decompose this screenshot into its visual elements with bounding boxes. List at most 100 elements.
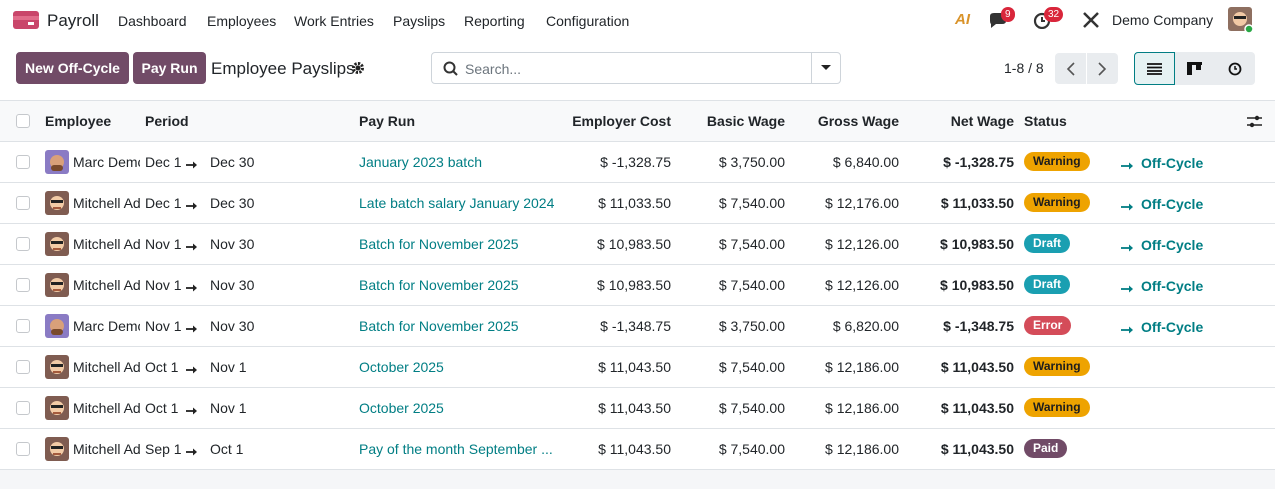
status-badge: Warning bbox=[1024, 193, 1090, 212]
basic-wage: $ 3,750.00 bbox=[718, 154, 785, 170]
period-arrow bbox=[186, 239, 198, 255]
menu-item[interactable]: Employees bbox=[207, 13, 277, 29]
payslip-row[interactable]: Mitchell Admin Nov 1 Nov 30 Batch for Novem… bbox=[0, 265, 1275, 306]
pay-run-link[interactable]: October 2025 bbox=[359, 359, 444, 375]
period-start: Dec 1 bbox=[145, 195, 182, 211]
pay-run-link[interactable]: Pay of the month September ... bbox=[359, 441, 553, 457]
pay-run-button[interactable]: Pay Run bbox=[133, 52, 206, 84]
employee-name: Mitchell Admin bbox=[73, 277, 140, 293]
employee-name: Marc Demo bbox=[73, 318, 140, 334]
period-start: Dec 1 bbox=[145, 154, 182, 170]
row-checkbox[interactable] bbox=[16, 401, 30, 415]
new-off-cycle-button[interactable]: New Off-Cycle bbox=[16, 52, 129, 84]
pager[interactable]: 1-8 / 8 bbox=[1004, 60, 1044, 76]
period-arrow bbox=[186, 444, 198, 460]
column-header[interactable]: Employer Cost bbox=[572, 113, 671, 129]
pay-run-link[interactable]: October 2025 bbox=[359, 400, 444, 416]
ai-button[interactable]: AI bbox=[955, 11, 970, 28]
off-cycle-button[interactable]: Off-Cycle bbox=[1141, 278, 1204, 294]
employer-cost: $ 11,033.50 bbox=[598, 195, 671, 211]
search-dropdown[interactable] bbox=[811, 53, 840, 83]
column-header[interactable]: Employee bbox=[45, 113, 112, 129]
gross-wage: $ 12,176.00 bbox=[825, 195, 899, 211]
net-wage: $ 11,043.50 bbox=[940, 359, 1014, 375]
off-cycle-button[interactable]: Off-Cycle bbox=[1141, 237, 1204, 253]
pager-previous[interactable] bbox=[1055, 53, 1086, 84]
menu-item[interactable]: Configuration bbox=[546, 13, 630, 29]
column-header[interactable]: Pay Run bbox=[359, 113, 416, 129]
select-all-checkbox[interactable] bbox=[16, 114, 30, 128]
employer-cost: $ 11,043.50 bbox=[598, 400, 671, 416]
basic-wage: $ 7,540.00 bbox=[718, 441, 785, 457]
employee-avatar bbox=[45, 396, 69, 423]
column-header[interactable]: Gross Wage bbox=[817, 113, 899, 129]
period-arrow bbox=[186, 157, 198, 173]
status-badge: Error bbox=[1024, 316, 1072, 335]
payslip-row[interactable]: Marc Demo Dec 1 Dec 30 January 2023 batch $ … bbox=[0, 142, 1275, 183]
messages-badge: 9 bbox=[1001, 7, 1015, 22]
list-view-button[interactable] bbox=[1134, 52, 1175, 85]
pay-run-link[interactable]: Batch for November 2025 bbox=[359, 236, 519, 252]
pager-next[interactable] bbox=[1087, 53, 1118, 84]
kanban-view-button[interactable] bbox=[1175, 52, 1215, 85]
app-name[interactable]: Payroll bbox=[47, 11, 99, 30]
row-checkbox[interactable] bbox=[16, 237, 30, 251]
status-badge: Warning bbox=[1024, 398, 1090, 417]
menu-item[interactable]: Dashboard bbox=[118, 13, 187, 29]
company-name[interactable]: Demo Company bbox=[1112, 12, 1214, 28]
tools-icon[interactable] bbox=[1082, 11, 1100, 29]
row-checkbox[interactable] bbox=[16, 278, 30, 292]
employee-avatar bbox=[45, 232, 69, 259]
basic-wage: $ 7,540.00 bbox=[718, 400, 785, 416]
row-checkbox[interactable] bbox=[16, 360, 30, 374]
off-cycle-button[interactable]: Off-Cycle bbox=[1141, 155, 1204, 171]
period-arrow bbox=[186, 198, 198, 214]
basic-wage: $ 7,540.00 bbox=[718, 359, 785, 375]
action-arrow bbox=[1121, 240, 1135, 256]
period-start: Oct 1 bbox=[145, 400, 179, 416]
period-arrow bbox=[186, 321, 198, 337]
basic-wage: $ 7,540.00 bbox=[718, 236, 785, 252]
row-checkbox[interactable] bbox=[16, 196, 30, 210]
column-header[interactable]: Status bbox=[1024, 113, 1067, 129]
column-header[interactable]: Period bbox=[145, 113, 189, 129]
payslip-row[interactable]: Mitchell Admin Nov 1 Nov 30 Batch for Novem… bbox=[0, 224, 1275, 265]
activity-view-button[interactable] bbox=[1215, 52, 1255, 85]
row-checkbox[interactable] bbox=[16, 319, 30, 333]
period-start: Nov 1 bbox=[145, 277, 182, 293]
off-cycle-button[interactable]: Off-Cycle bbox=[1141, 319, 1204, 335]
gross-wage: $ 12,186.00 bbox=[825, 359, 899, 375]
menu-item[interactable]: Reporting bbox=[464, 13, 525, 29]
column-header[interactable]: Basic Wage bbox=[706, 113, 785, 129]
payslip-row[interactable]: Mitchell Admin Oct 1 Nov 1 October 2025 $ 11… bbox=[0, 347, 1275, 388]
payslip-row[interactable]: Mitchell Admin Oct 1 Nov 1 October 2025 $ 11… bbox=[0, 388, 1275, 429]
row-checkbox[interactable] bbox=[16, 155, 30, 169]
status-badge: Warning bbox=[1024, 152, 1090, 171]
user-avatar[interactable] bbox=[1228, 7, 1254, 35]
payslip-row[interactable]: Mitchell Admin Dec 1 Dec 30 Late batch sala… bbox=[0, 183, 1275, 224]
period-start: Nov 1 bbox=[145, 318, 182, 334]
menu-item[interactable]: Payslips bbox=[393, 13, 446, 29]
employee-avatar bbox=[45, 437, 69, 464]
employer-cost: $ 10,983.50 bbox=[597, 277, 671, 293]
settings-gear[interactable] bbox=[351, 61, 365, 75]
pay-run-link[interactable]: Batch for November 2025 bbox=[359, 318, 519, 334]
employer-cost: $ 10,983.50 bbox=[597, 236, 671, 252]
employee-name: Marc Demo bbox=[73, 154, 140, 170]
search-box[interactable]: Search... bbox=[431, 52, 841, 84]
pay-run-link[interactable]: Late batch salary January 2024 bbox=[359, 195, 555, 211]
payslip-row[interactable]: Mitchell Admin Sep 1 Oct 1 Pay of the month… bbox=[0, 429, 1275, 470]
menu-item[interactable]: Work Entries bbox=[294, 13, 374, 29]
action-arrow bbox=[1121, 199, 1135, 215]
status-badge: Draft bbox=[1024, 234, 1071, 253]
pay-run-link[interactable]: January 2023 batch bbox=[359, 154, 482, 170]
row-checkbox[interactable] bbox=[16, 442, 30, 456]
status-badge: Paid bbox=[1024, 439, 1068, 458]
pay-run-link[interactable]: Batch for November 2025 bbox=[359, 277, 519, 293]
payslip-row[interactable]: Marc Demo Nov 1 Nov 30 Batch for November 2… bbox=[0, 306, 1275, 347]
column-header[interactable]: Net Wage bbox=[950, 113, 1014, 129]
navbar: Payroll AI 9 32 Demo Company Dashboard Em… bbox=[0, 0, 1275, 41]
off-cycle-button[interactable]: Off-Cycle bbox=[1141, 196, 1204, 212]
status-badge: Warning bbox=[1024, 357, 1090, 376]
